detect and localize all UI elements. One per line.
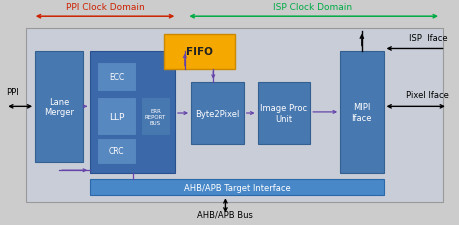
FancyBboxPatch shape	[35, 52, 83, 162]
Text: FIFO: FIFO	[185, 47, 212, 57]
Text: ISP Clock Domain: ISP Clock Domain	[272, 3, 351, 11]
Text: AHB/APB Bus: AHB/APB Bus	[197, 210, 253, 219]
FancyBboxPatch shape	[97, 98, 136, 136]
Text: ERR
REPORT
BUS: ERR REPORT BUS	[145, 109, 166, 125]
Text: CRC: CRC	[108, 147, 124, 156]
Text: AHB/APB Target Interface: AHB/APB Target Interface	[183, 183, 290, 192]
FancyBboxPatch shape	[90, 179, 383, 196]
Text: PPI: PPI	[6, 88, 19, 97]
FancyBboxPatch shape	[90, 52, 174, 173]
FancyBboxPatch shape	[257, 83, 309, 144]
Text: ECC: ECC	[109, 72, 124, 81]
FancyBboxPatch shape	[163, 35, 234, 69]
Text: MIPI
Iface: MIPI Iface	[351, 103, 371, 122]
Text: ISP  Iface: ISP Iface	[409, 34, 447, 43]
FancyBboxPatch shape	[97, 138, 136, 164]
FancyBboxPatch shape	[339, 52, 383, 173]
FancyBboxPatch shape	[140, 98, 170, 136]
Text: Image Proc
Unit: Image Proc Unit	[260, 104, 307, 123]
FancyBboxPatch shape	[190, 83, 243, 144]
FancyBboxPatch shape	[97, 63, 136, 91]
FancyBboxPatch shape	[26, 29, 442, 202]
Text: Byte2Pixel: Byte2Pixel	[195, 109, 239, 118]
Text: LLP: LLP	[109, 112, 124, 121]
Text: PPI Clock Domain: PPI Clock Domain	[66, 3, 144, 11]
Text: Lane
Merger: Lane Merger	[44, 97, 74, 117]
Text: Pixel Iface: Pixel Iface	[405, 90, 448, 99]
